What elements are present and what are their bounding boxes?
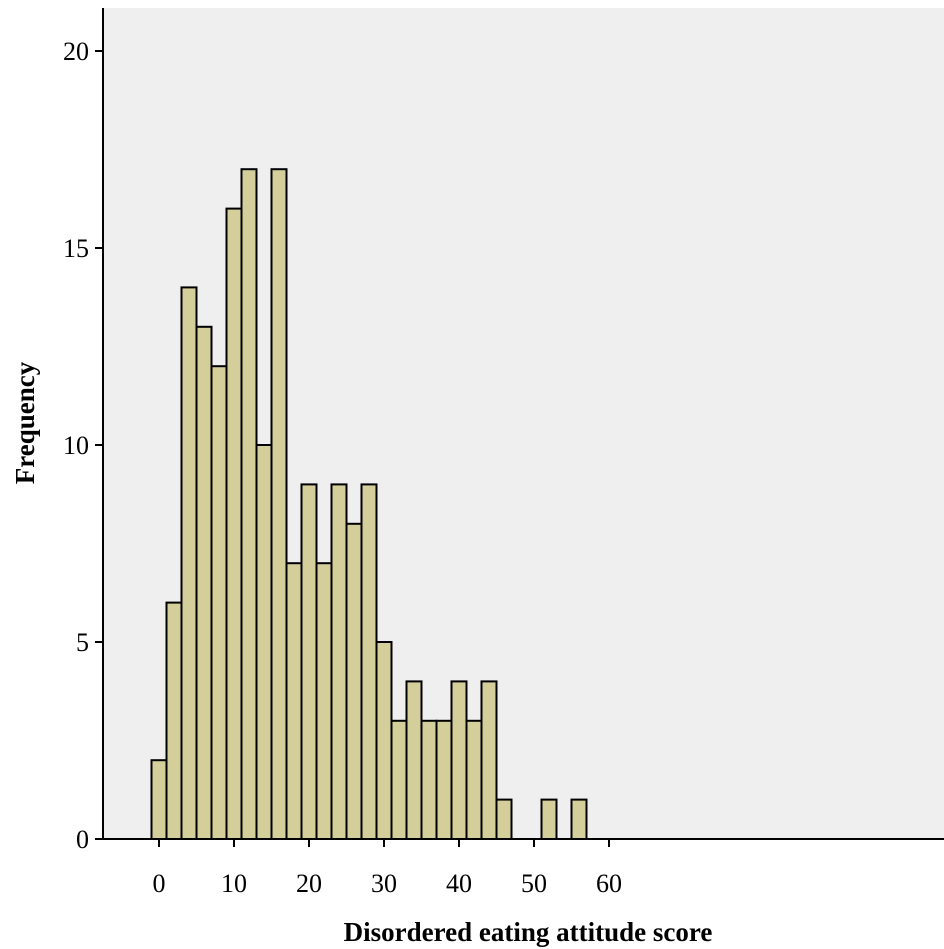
histogram-bar	[405, 680, 423, 841]
x-tick-label: 40	[446, 869, 472, 898]
y-tick-label: 5	[76, 628, 89, 657]
histogram-bar	[435, 719, 453, 840]
histogram-bar	[240, 168, 258, 840]
histogram-bar	[180, 286, 198, 840]
histogram-bar	[390, 719, 408, 840]
histogram-bar	[360, 483, 378, 840]
y-tick-label: 0	[76, 825, 89, 854]
x-tick-label: 50	[521, 869, 547, 898]
x-tick-label: 30	[371, 869, 397, 898]
y-tick-label: 20	[63, 37, 89, 66]
histogram-bar	[420, 719, 438, 840]
histogram-bar	[195, 325, 213, 840]
histogram-bars	[150, 168, 588, 841]
x-tick-label: 60	[596, 869, 622, 898]
histogram-bar	[450, 680, 468, 841]
histogram-bar	[480, 680, 498, 841]
y-tick-label: 10	[63, 431, 89, 460]
histogram-bar	[345, 522, 363, 840]
histogram-bar	[315, 562, 333, 840]
histogram-bar	[270, 168, 288, 840]
histogram-bar	[300, 483, 318, 840]
histogram-bar	[495, 798, 513, 840]
histogram-bar	[540, 798, 558, 840]
histogram-bar	[465, 719, 483, 840]
x-axis-ticks: 0 10 20 30 40 50 60	[153, 839, 622, 898]
x-tick-label: 20	[296, 869, 322, 898]
x-axis-title: Disordered eating attitude score	[344, 917, 713, 947]
histogram-bar	[255, 444, 273, 840]
x-tick-label: 10	[221, 869, 247, 898]
y-tick-label: 15	[63, 234, 89, 263]
histogram-bar	[330, 483, 348, 840]
y-axis-ticks: 0 5 10 15 20	[63, 37, 103, 854]
histogram-bar	[210, 365, 228, 840]
histogram-bar	[225, 207, 243, 841]
x-tick-label: 0	[153, 869, 166, 898]
histogram-bar	[150, 759, 168, 841]
histogram-bar	[375, 641, 393, 840]
histogram-bar	[165, 601, 183, 840]
y-axis-title: Frequency	[10, 361, 40, 484]
histogram-bar	[285, 562, 303, 840]
histogram-bar	[570, 798, 588, 840]
